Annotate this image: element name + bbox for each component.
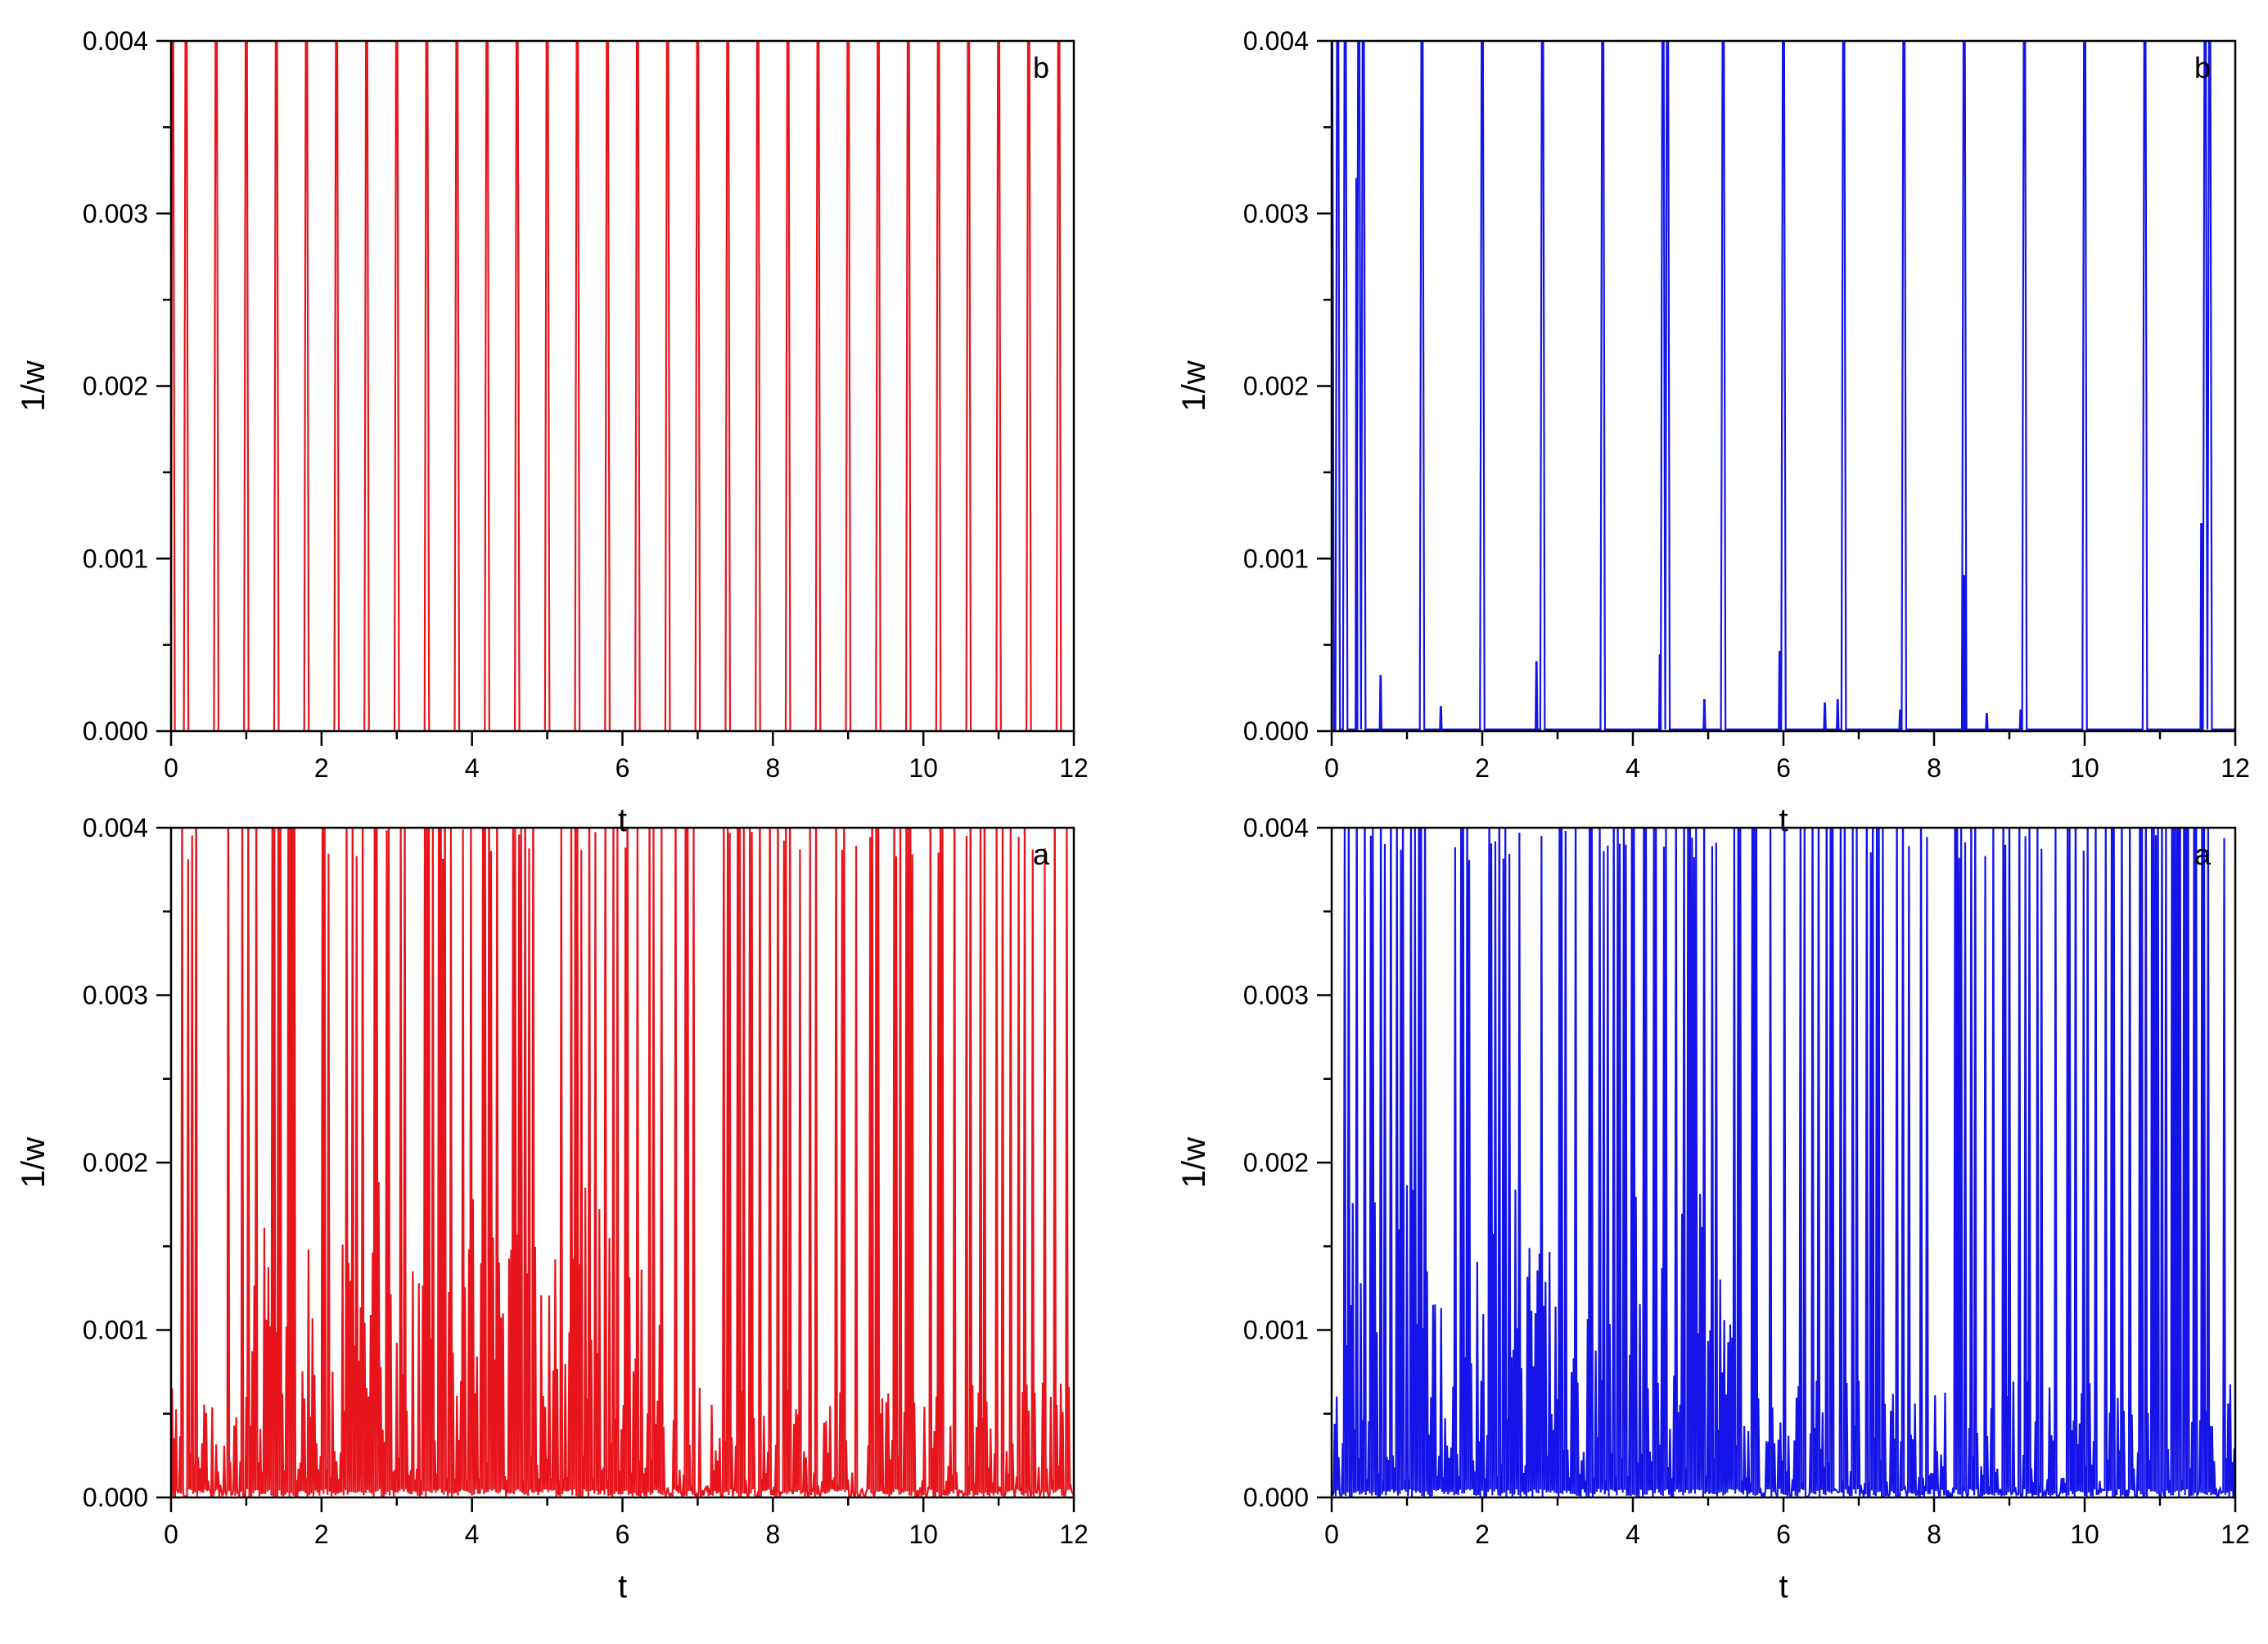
panel-label: b: [2194, 51, 2211, 84]
y-tick-label: 0.004: [1243, 813, 1309, 842]
x-axis-title: t: [1779, 1569, 1788, 1605]
x-tick-label: 0: [164, 753, 178, 783]
chart-panel-2: 0 2 4 6 8 10 12 0.000 0.001 0.002 0.003 0.004 t 1/w b: [1176, 26, 2250, 838]
series-line: [1332, 41, 2235, 730]
x-tick-label: 2: [314, 753, 329, 783]
x-tick-label: 4: [465, 753, 480, 783]
panel-label: b: [1033, 51, 1049, 84]
series-line: [171, 828, 1074, 1497]
y-tick-label: 0.000: [1243, 1483, 1309, 1512]
y-tick-label: 0.002: [1243, 372, 1309, 401]
x-tick-label: 0: [164, 1520, 178, 1549]
y-tick-label: 0.001: [1243, 1316, 1309, 1345]
x-axis-title: t: [1779, 802, 1788, 838]
y-axis-title: 1/w: [16, 360, 52, 411]
series-line: [171, 41, 1074, 731]
y-tick-label: 0.004: [1243, 26, 1309, 56]
x-tick-label: 6: [1776, 753, 1791, 783]
y-tick-label: 0.001: [83, 1316, 148, 1345]
x-axis-title: t: [618, 802, 627, 838]
x-tick-label: 12: [2221, 753, 2250, 783]
y-tick-label: 0.004: [83, 813, 148, 842]
chart-panel-3: 0 2 4 6 8 10 12 0.000 0.001 0.002 0.003 0.004 t 1/w a: [16, 813, 1089, 1605]
x-tick-label: 8: [1927, 1520, 1941, 1549]
chart-panel-1: 0 2 4 6 8 10 12 0.000 0.001 0.002 0.003 0.004 t 1/w b: [16, 26, 1089, 838]
y-tick-label: 0.000: [83, 1483, 148, 1512]
y-tick-label: 0.000: [83, 716, 148, 746]
x-tick-label: 10: [2070, 1520, 2099, 1549]
plot-frame: [169, 39, 1075, 733]
y-tick-label: 0.002: [83, 1148, 148, 1177]
x-tick-label: 2: [1475, 1520, 1490, 1549]
x-tick-label: 4: [465, 1520, 480, 1549]
y-tick-label: 0.003: [1243, 981, 1309, 1010]
y-axis-title: 1/w: [1176, 360, 1212, 411]
x-tick-label: 10: [909, 753, 938, 783]
y-tick-label: 0.004: [83, 26, 148, 56]
x-tick-label: 12: [1059, 1520, 1089, 1549]
x-tick-label: 8: [765, 753, 780, 783]
x-tick-label: 4: [1625, 1520, 1640, 1549]
y-axis-title: 1/w: [1176, 1137, 1212, 1188]
x-tick-label: 4: [1625, 753, 1640, 783]
chart-panel-4: 0 2 4 6 8 10 12 0.000 0.001 0.002 0.003 0.004 t 1/w a: [1176, 813, 2250, 1605]
x-tick-label: 2: [314, 1520, 329, 1549]
x-tick-label: 8: [765, 1520, 780, 1549]
y-tick-label: 0.003: [83, 981, 148, 1010]
x-tick-label: 2: [1475, 753, 1490, 783]
y-tick-label: 0.001: [1243, 544, 1309, 573]
x-tick-label: 6: [1776, 1520, 1791, 1549]
y-tick-label: 0.003: [1243, 199, 1309, 228]
x-tick-label: 6: [615, 1520, 630, 1549]
x-axis-title: t: [618, 1569, 627, 1605]
series-line: [1332, 828, 2235, 1497]
y-tick-label: 0.002: [83, 372, 148, 401]
x-tick-label: 8: [1927, 753, 1941, 783]
plot-frame: [1330, 39, 2237, 733]
y-tick-label: 0.001: [83, 544, 148, 573]
x-tick-label: 0: [1324, 753, 1339, 783]
y-axis-title: 1/w: [16, 1137, 52, 1188]
panel-label: a: [1033, 838, 1050, 871]
y-tick-label: 0.002: [1243, 1148, 1309, 1177]
y-tick-label: 0.000: [1243, 716, 1309, 746]
y-tick-label: 0.003: [83, 199, 148, 228]
x-tick-label: 10: [2070, 753, 2099, 783]
x-tick-label: 10: [909, 1520, 938, 1549]
x-tick-label: 12: [1059, 753, 1089, 783]
x-tick-label: 6: [615, 753, 630, 783]
x-tick-label: 12: [2221, 1520, 2250, 1549]
panel-label: a: [2194, 838, 2212, 871]
x-tick-label: 0: [1324, 1520, 1339, 1549]
